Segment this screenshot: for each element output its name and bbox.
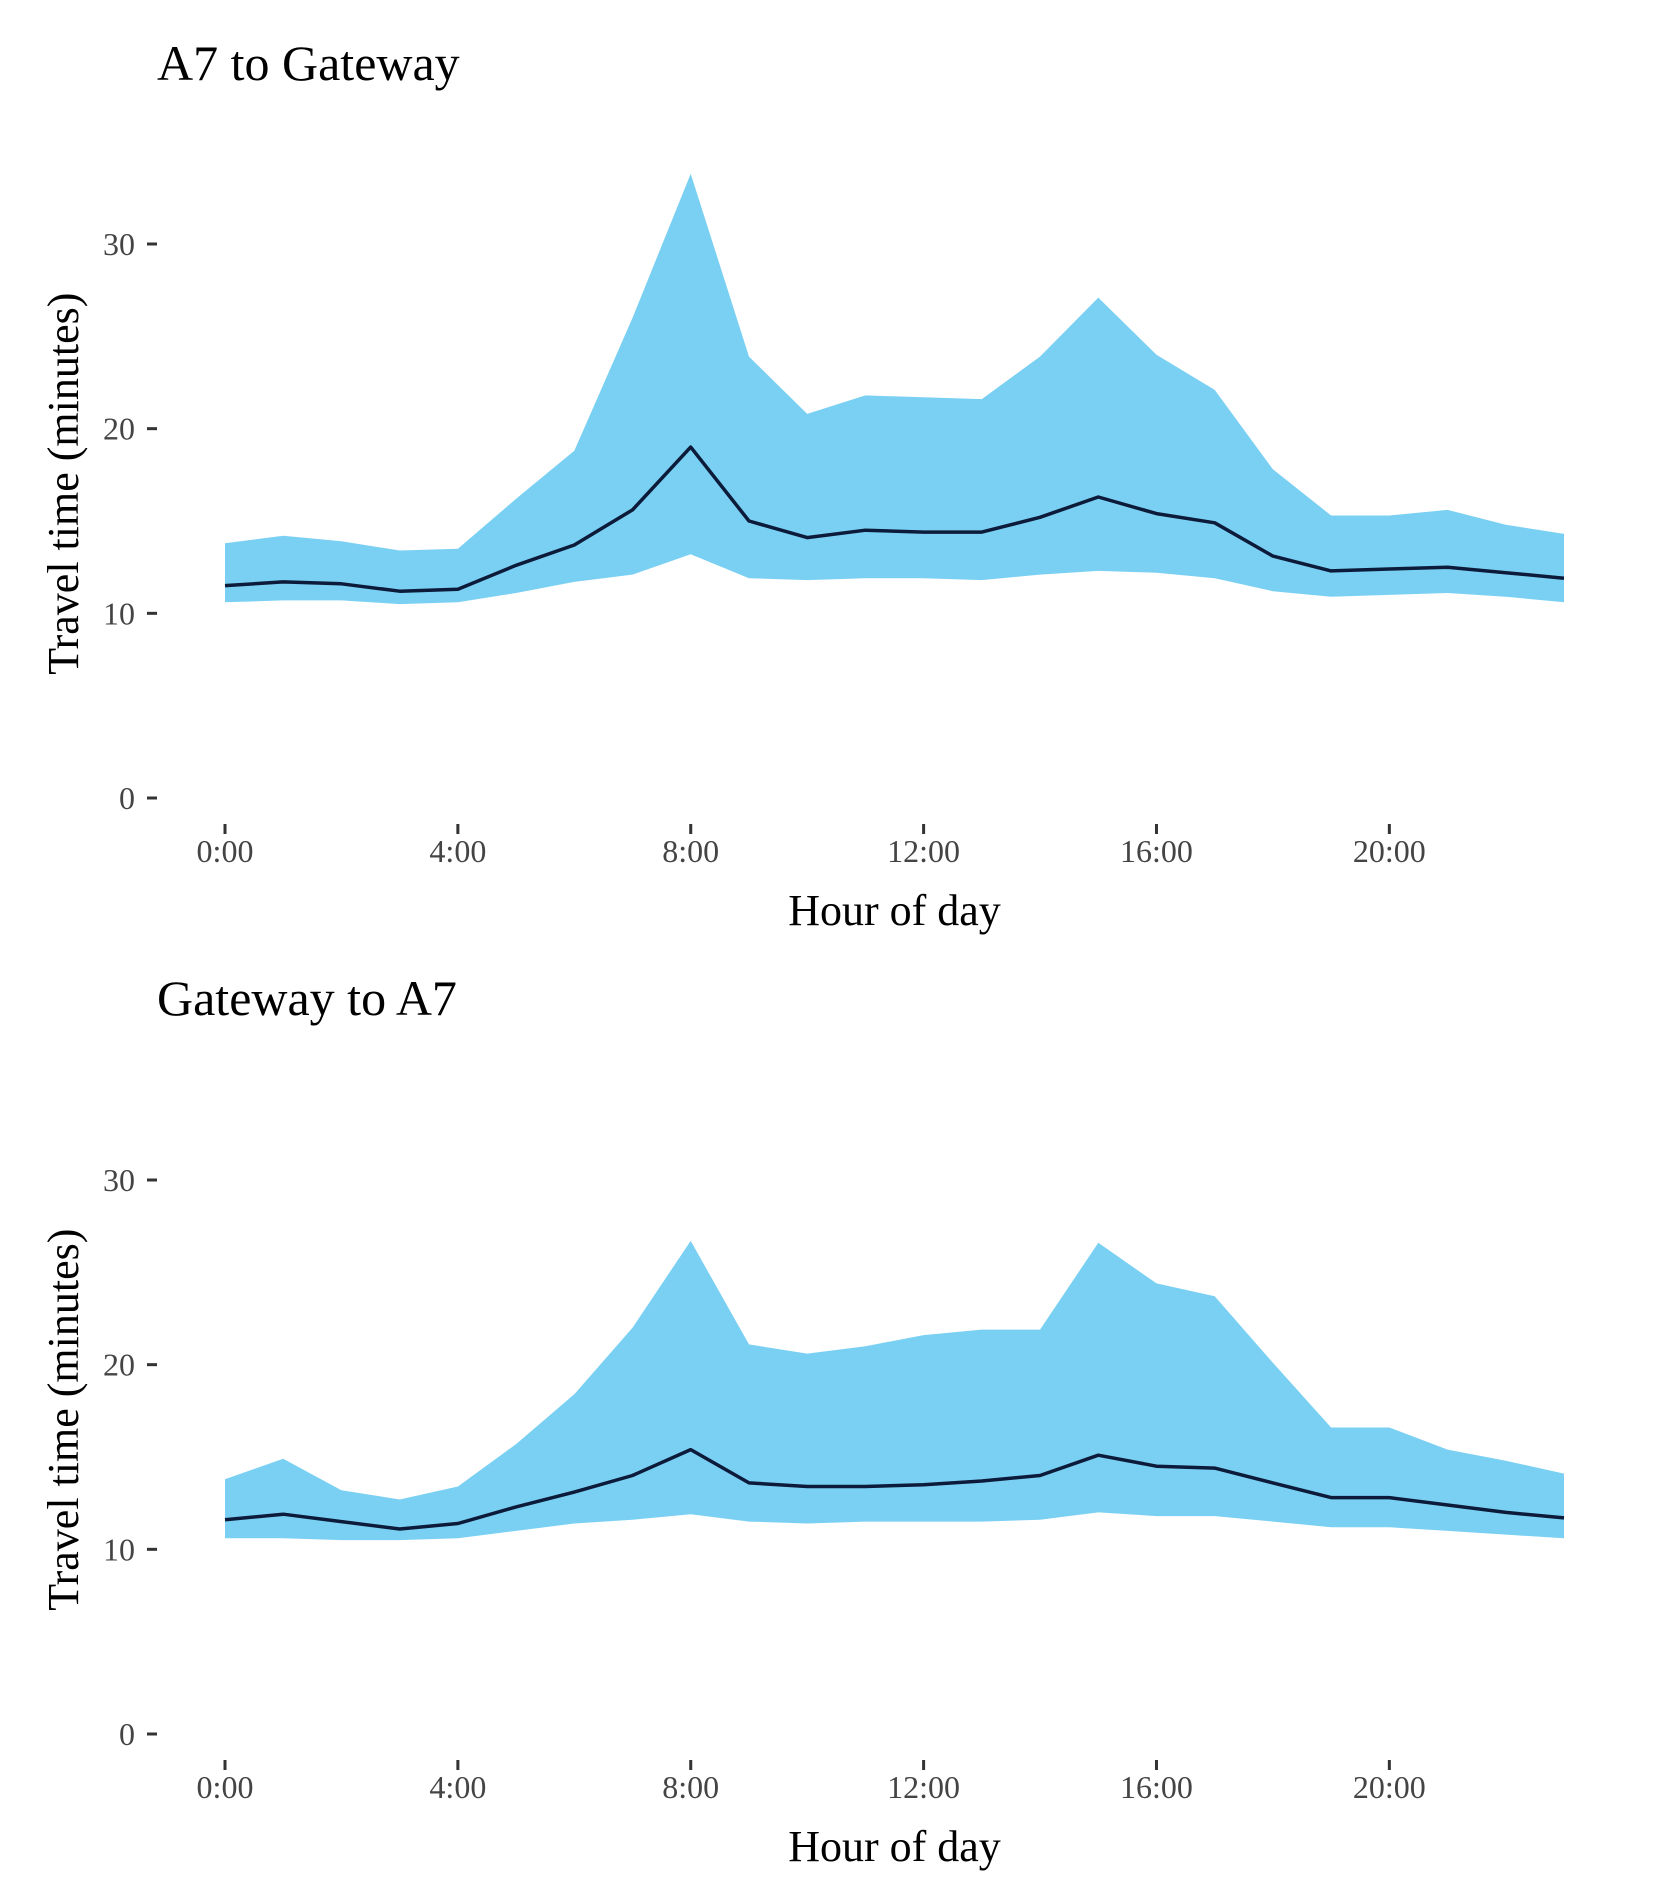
x-tick-label: 4:00 [429,1769,486,1805]
y-axis-title: Travel time (minutes) [39,293,88,675]
chart-title: Gateway to A7 [157,970,457,1026]
y-tick-label: 20 [103,411,135,447]
interval-band [225,173,1564,605]
x-tick-label: 0:00 [197,833,254,869]
x-axis-title: Hour of day [788,1822,1001,1871]
x-axis-title: Hour of day [788,886,1001,935]
y-tick-label: 30 [103,226,135,262]
y-tick-label: 30 [103,1162,135,1198]
x-tick-label: 12:00 [887,833,960,869]
y-tick-label: 10 [103,595,135,631]
median-line [224,1447,1565,1531]
y-tick-label: 20 [103,1347,135,1383]
x-tick-label: 16:00 [1120,1769,1193,1805]
chart-panel-2: Gateway to A7 0 10 20 30 0:00 4:00 8:00 12:00 16:… [39,970,1565,1871]
y-axis-title: Travel time (minutes) [39,1229,88,1611]
x-tick-label: 16:00 [1120,833,1193,869]
x-tick-label: 0:00 [197,1769,254,1805]
x-tick-label: 8:00 [662,1769,719,1805]
median-line [224,445,1565,593]
chart-title: A7 to Gateway [157,35,460,91]
chart-panel-1: A7 to Gateway 0 10 20 30 0:00 4:00 8:00 12:00 16:… [39,35,1565,935]
y-tick-label: 0 [119,1716,135,1752]
x-tick-label: 4:00 [429,833,486,869]
x-tick-label: 20:00 [1353,833,1426,869]
x-tick-label: 20:00 [1353,1769,1426,1805]
interval-band [225,1240,1564,1541]
y-tick-label: 0 [119,780,135,816]
x-tick-label: 12:00 [887,1769,960,1805]
x-tick-label: 8:00 [662,833,719,869]
y-tick-label: 10 [103,1531,135,1567]
